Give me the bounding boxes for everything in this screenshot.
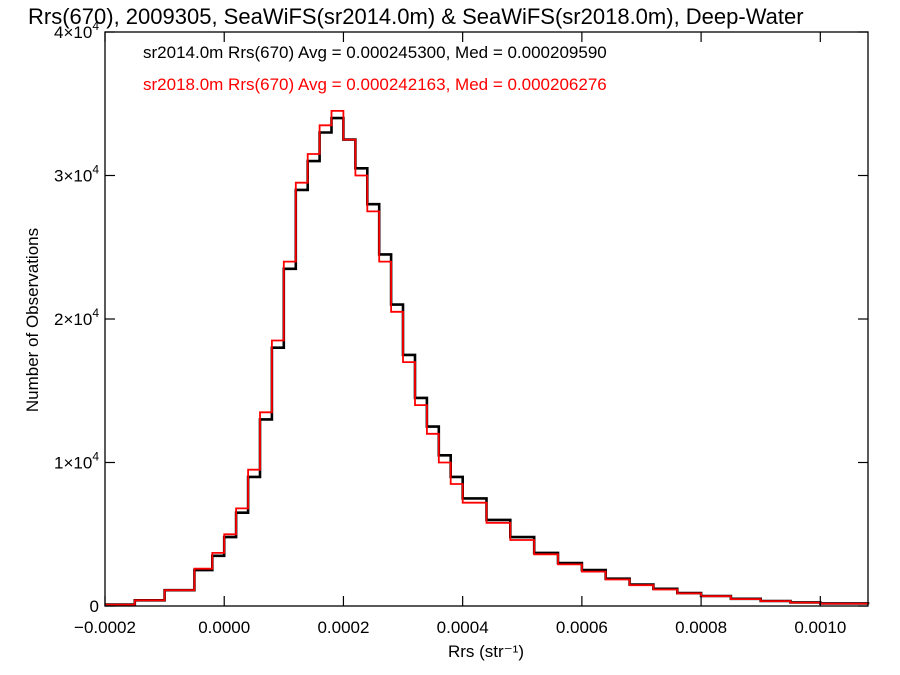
x-tick-label: −0.0002 [74, 618, 136, 637]
x-tick-label: 0.0000 [198, 618, 250, 637]
x-tick-label: 0.0010 [794, 618, 846, 637]
series-line-sr2018 [105, 110, 869, 606]
y-axis-ticks: 0 1×104 2×104 3×104 4×104 [54, 19, 868, 616]
x-axis-label: Rrs (str⁻¹) [448, 642, 524, 661]
series-layer [105, 110, 870, 606]
x-tick-label: 0.0008 [675, 618, 727, 637]
chart-title: Rrs(670), 2009305, SeaWiFS(sr2014.0m) & … [28, 4, 804, 29]
y-tick-label: 3×104 [54, 163, 99, 186]
y-tick-label: 1×104 [54, 450, 99, 473]
x-axis-ticks: −0.0002 0.0000 0.0002 0.0004 0.0006 0.0008 0.0… [74, 32, 846, 637]
x-tick-label: 0.0004 [437, 618, 489, 637]
y-tick-label: 4×104 [54, 19, 99, 42]
x-tick-label: 0.0002 [317, 618, 369, 637]
y-tick-label: 0 [90, 597, 99, 616]
legend-entry-sr2014: sr2014.0m Rrs(670) Avg = 0.000245300, Me… [143, 43, 607, 62]
x-tick-label: 0.0006 [556, 618, 608, 637]
x-axis-label-text: Rrs (str⁻¹) [448, 642, 524, 661]
y-tick-label: 2×104 [54, 306, 99, 329]
legend-entry-sr2018: sr2018.0m Rrs(670) Avg = 0.000242163, Me… [143, 75, 607, 94]
y-axis-label: Number of Observations [23, 228, 42, 412]
